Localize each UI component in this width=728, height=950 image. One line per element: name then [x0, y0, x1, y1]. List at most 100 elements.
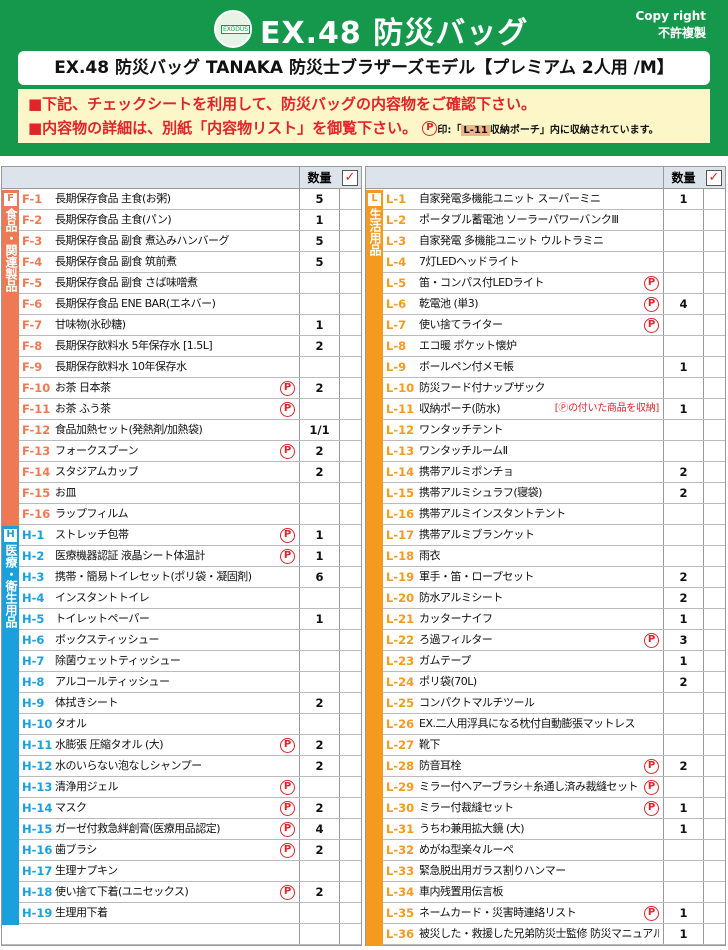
p-mark-icon: P	[280, 884, 295, 900]
check-box[interactable]	[339, 882, 361, 902]
table-row: H-6 ボックスティッシュー	[2, 630, 361, 651]
check-box[interactable]	[339, 777, 361, 797]
check-box[interactable]	[339, 840, 361, 860]
check-box[interactable]	[703, 756, 725, 776]
check-box[interactable]	[703, 504, 725, 524]
check-box[interactable]	[339, 798, 361, 818]
check-box[interactable]	[339, 567, 361, 587]
check-box[interactable]	[703, 840, 725, 860]
table-row: F-4 長期保存食品 副食 筑前煮 5	[2, 252, 361, 273]
item-qty	[299, 777, 339, 797]
check-box[interactable]	[703, 693, 725, 713]
check-box[interactable]	[703, 210, 725, 230]
check-box[interactable]	[339, 630, 361, 650]
item-name: 緊急脱出用ガラス割りハンマー	[419, 864, 566, 877]
item-code: H-4	[22, 591, 45, 605]
check-box[interactable]	[339, 903, 361, 923]
check-box[interactable]	[339, 924, 361, 944]
check-box[interactable]	[703, 294, 725, 314]
check-box[interactable]	[703, 819, 725, 839]
check-box[interactable]	[703, 777, 725, 797]
check-box[interactable]	[339, 210, 361, 230]
check-box[interactable]	[703, 714, 725, 734]
check-box[interactable]	[339, 756, 361, 776]
check-box[interactable]	[339, 819, 361, 839]
table-row: H-18 使い捨て下着(ユニセックス) P 2	[2, 882, 361, 903]
item-body: 被災した・救援した兄弟防災士監修 防災マニュアル	[419, 924, 663, 944]
item-name: 長期保存食品 主食(お粥)	[55, 192, 171, 205]
item-qty	[663, 315, 703, 335]
item-body: コンパクトマルチツール	[419, 693, 663, 713]
check-box[interactable]	[703, 252, 725, 272]
check-box[interactable]	[339, 231, 361, 251]
check-box[interactable]	[339, 357, 361, 377]
table-row: H-12 水のいらない泡なしシャンプー 2	[2, 756, 361, 777]
check-box[interactable]	[339, 399, 361, 419]
check-box[interactable]	[703, 924, 725, 944]
check-box[interactable]	[339, 504, 361, 524]
item-name: めがね型楽々ルーペ	[419, 843, 514, 856]
check-box[interactable]	[339, 609, 361, 629]
item-code: L-27	[386, 738, 415, 752]
item-name: 防災フード付ナップザック	[419, 381, 545, 394]
check-box[interactable]	[339, 525, 361, 545]
check-box[interactable]	[339, 735, 361, 755]
check-box[interactable]	[339, 651, 361, 671]
check-box[interactable]	[703, 861, 725, 881]
check-box[interactable]	[339, 378, 361, 398]
check-box[interactable]	[339, 714, 361, 734]
table-row: L-21 カッターナイフ 1	[366, 609, 725, 630]
check-box[interactable]	[703, 735, 725, 755]
check-box[interactable]	[703, 651, 725, 671]
check-box[interactable]	[703, 546, 725, 566]
check-box[interactable]	[703, 798, 725, 818]
check-box[interactable]	[339, 861, 361, 881]
check-box[interactable]	[703, 462, 725, 482]
check-box[interactable]	[703, 315, 725, 335]
item-code: L-6	[386, 297, 407, 311]
check-box[interactable]	[339, 315, 361, 335]
item-qty: 2	[299, 462, 339, 482]
check-box[interactable]	[339, 252, 361, 272]
check-box[interactable]	[339, 336, 361, 356]
check-box[interactable]	[703, 903, 725, 923]
check-box[interactable]	[703, 483, 725, 503]
item-body: 生理ナプキン	[55, 861, 299, 881]
check-box[interactable]	[339, 483, 361, 503]
check-box[interactable]	[703, 357, 725, 377]
check-box[interactable]	[703, 672, 725, 692]
check-box[interactable]	[703, 420, 725, 440]
check-box[interactable]	[703, 525, 725, 545]
check-box[interactable]	[339, 189, 361, 209]
check-box[interactable]	[703, 399, 725, 419]
item-code: H-7	[22, 654, 45, 668]
check-box[interactable]	[339, 462, 361, 482]
check-box[interactable]	[339, 672, 361, 692]
item-body: 携帯アルミシュラフ(寝袋)	[419, 483, 663, 503]
check-box[interactable]	[703, 378, 725, 398]
check-box[interactable]	[703, 336, 725, 356]
check-box[interactable]	[703, 441, 725, 461]
item-code: H-15	[22, 822, 53, 836]
check-box[interactable]	[339, 294, 361, 314]
item-qty: 5	[299, 252, 339, 272]
check-box[interactable]	[339, 588, 361, 608]
check-box[interactable]	[703, 189, 725, 209]
check-box[interactable]	[703, 231, 725, 251]
check-box[interactable]	[703, 567, 725, 587]
check-box[interactable]	[703, 630, 725, 650]
item-code: H-17	[22, 864, 53, 878]
check-box[interactable]	[703, 588, 725, 608]
check-box[interactable]	[339, 693, 361, 713]
check-box[interactable]	[339, 546, 361, 566]
item-name: フォークスプーン	[55, 444, 139, 457]
check-box[interactable]	[339, 273, 361, 293]
check-box[interactable]	[703, 882, 725, 902]
item-body: 使い捨てライター P	[419, 315, 663, 335]
check-box[interactable]	[703, 273, 725, 293]
check-box[interactable]	[339, 441, 361, 461]
table-row: L-1 自家発電多機能ユニット スーパーミニ 1	[366, 189, 725, 210]
check-box[interactable]	[339, 420, 361, 440]
check-box[interactable]	[703, 609, 725, 629]
note-2-small: 印:「	[437, 125, 462, 136]
